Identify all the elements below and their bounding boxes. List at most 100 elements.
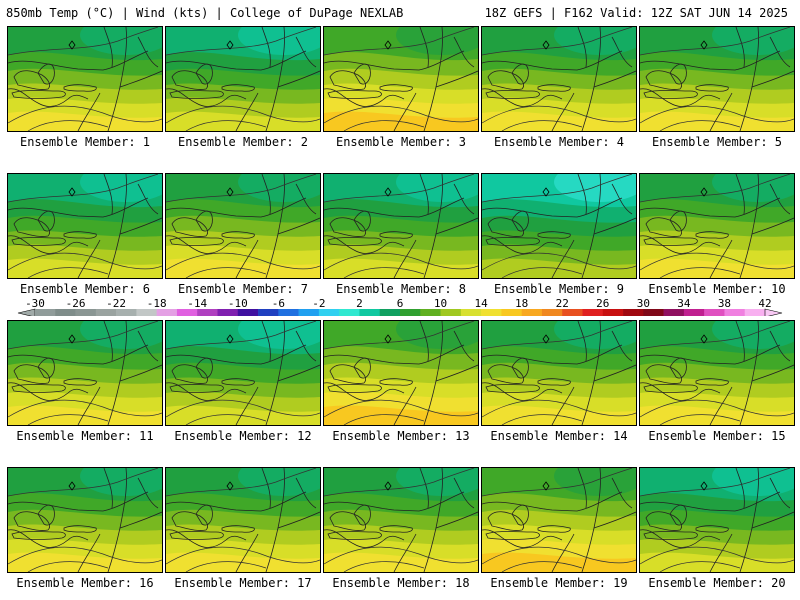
- colorbar-swatch: [744, 309, 766, 316]
- colorbar-tick-label: 2: [356, 297, 363, 310]
- colorbar-tick-label: -14: [187, 297, 208, 310]
- colorbar-swatch: [95, 309, 117, 316]
- colorbar-swatch: [541, 309, 563, 316]
- ensemble-map-7: [165, 173, 321, 279]
- run-valid-time: 18Z GEFS | F162 Valid: 12Z SAT JUN 14 20…: [484, 6, 788, 20]
- colorbar-swatch: [460, 309, 482, 316]
- colorbar-swatch: [359, 309, 381, 316]
- colorbar-swatch: [55, 309, 76, 316]
- colorbar-swatch: [481, 309, 502, 316]
- member-label: Ensemble Member: 1: [19, 135, 151, 149]
- ensemble-map-20: [639, 467, 795, 573]
- colorbar-tick-label: -18: [146, 297, 167, 310]
- member-label: Ensemble Member: 16: [16, 576, 154, 590]
- temperature-colorbar: [17, 308, 783, 316]
- member-label: Ensemble Member: 2: [177, 135, 309, 149]
- ensemble-map-10: [639, 173, 795, 279]
- member-label: Ensemble Member: 4: [493, 135, 625, 149]
- member-label: Ensemble Member: 10: [648, 282, 786, 296]
- member-label: Ensemble Member: 14: [490, 429, 628, 443]
- ensemble-map-14: [481, 320, 637, 426]
- colorbar-tick-label: 38: [717, 297, 732, 310]
- colorbar-swatch: [663, 309, 685, 316]
- colorbar-swatch: [501, 309, 522, 316]
- ensemble-map-16: [7, 467, 163, 573]
- colorbar-tick-label: 10: [433, 297, 448, 310]
- colorbar-swatch: [35, 309, 56, 316]
- colorbar-swatch: [237, 309, 259, 316]
- ensemble-map-15: [639, 320, 795, 426]
- colorbar-tick-label: 18: [515, 297, 529, 310]
- member-label: Ensemble Member: 19: [490, 576, 628, 590]
- colorbar-swatch: [298, 309, 320, 316]
- colorbar-swatch: [562, 309, 583, 316]
- colorbar-swatch: [258, 309, 279, 316]
- colorbar-swatch: [623, 309, 644, 316]
- chart-title: 850mb Temp (°C) | Wind (kts) | College o…: [6, 6, 404, 20]
- ensemble-map-6: [7, 173, 163, 279]
- colorbar-tick-label: -26: [65, 297, 86, 310]
- ensemble-map-1: [7, 26, 163, 132]
- colorbar-swatch: [582, 309, 604, 316]
- colorbar-swatch: [379, 309, 401, 316]
- colorbar-swatch: [156, 309, 178, 316]
- member-label: Ensemble Member: 13: [332, 429, 470, 443]
- colorbar-swatch: [400, 309, 421, 316]
- colorbar-tick-label: 42: [758, 297, 772, 310]
- member-label: Ensemble Member: 7: [177, 282, 309, 296]
- ensemble-map-13: [323, 320, 479, 426]
- colorbar-swatch: [683, 309, 705, 316]
- ensemble-map-18: [323, 467, 479, 573]
- ensemble-map-8: [323, 173, 479, 279]
- colorbar-swatch: [521, 309, 543, 316]
- member-label: Ensemble Member: 5: [651, 135, 783, 149]
- ensemble-map-17: [165, 467, 321, 573]
- member-label: Ensemble Member: 15: [648, 429, 786, 443]
- member-label: Ensemble Member: 17: [174, 576, 312, 590]
- colorbar-tick-label: 34: [677, 297, 691, 310]
- member-label: Ensemble Member: 3: [335, 135, 467, 149]
- colorbar-swatch: [136, 309, 157, 316]
- colorbar-swatch: [420, 309, 441, 316]
- colorbar-tick-label: 22: [555, 297, 569, 310]
- colorbar-swatch: [440, 309, 462, 316]
- ensemble-map-5: [639, 26, 795, 132]
- member-label: Ensemble Member: 20: [648, 576, 786, 590]
- ensemble-map-2: [165, 26, 321, 132]
- ensemble-map-4: [481, 26, 637, 132]
- member-label: Ensemble Member: 8: [335, 282, 467, 296]
- colorbar-swatch: [724, 309, 746, 316]
- colorbar-swatch: [75, 309, 97, 316]
- ensemble-map-3: [323, 26, 479, 132]
- colorbar-swatch: [278, 309, 299, 316]
- colorbar-tick-label: -10: [227, 297, 248, 310]
- ensemble-map-9: [481, 173, 637, 279]
- colorbar-max-arrow: [764, 308, 783, 316]
- ensemble-map-19: [481, 467, 637, 573]
- colorbar-tick-label: -2: [312, 297, 326, 310]
- colorbar-tick-label: 26: [596, 297, 610, 310]
- colorbar-swatch: [217, 309, 239, 316]
- colorbar-tick-label: 30: [636, 297, 650, 310]
- member-label: Ensemble Member: 6: [19, 282, 151, 296]
- colorbar-swatch: [339, 309, 360, 316]
- ensemble-map-11: [7, 320, 163, 426]
- colorbar-swatch: [602, 309, 624, 316]
- colorbar-tick-label: -30: [25, 297, 45, 310]
- colorbar-swatch: [704, 309, 725, 316]
- colorbar-swatch: [197, 309, 218, 316]
- colorbar-tick-label: 6: [396, 297, 404, 310]
- member-label: Ensemble Member: 18: [332, 576, 470, 590]
- member-label: Ensemble Member: 11: [16, 429, 154, 443]
- colorbar-tick-label: -6: [271, 297, 285, 310]
- colorbar-min-arrow: [17, 308, 36, 316]
- member-label: Ensemble Member: 9: [493, 282, 625, 296]
- colorbar-swatch: [176, 309, 198, 316]
- colorbar-tick-label: -22: [106, 297, 127, 310]
- colorbar-swatch: [318, 309, 340, 316]
- ensemble-map-12: [165, 320, 321, 426]
- colorbar-swatch: [643, 309, 664, 316]
- member-label: Ensemble Member: 12: [174, 429, 312, 443]
- colorbar-swatch: [116, 309, 137, 316]
- colorbar-tick-label: 14: [474, 297, 488, 310]
